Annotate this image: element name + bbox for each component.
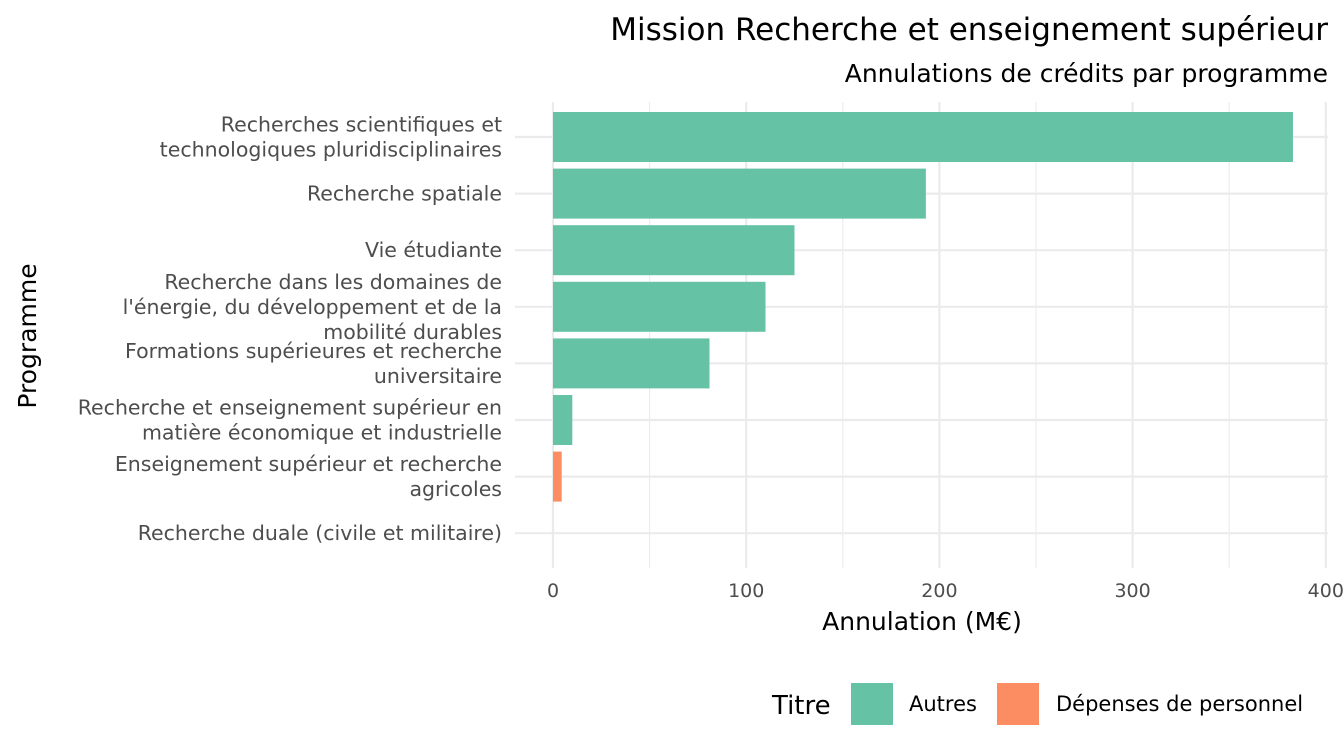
x-tick-label: 300 [1114, 580, 1150, 602]
bar [553, 168, 926, 219]
x-tick-label: 0 [547, 580, 559, 602]
bar [553, 395, 573, 445]
x-axis-ticks: 0 100 200 300 400 [547, 580, 1344, 602]
x-tick-label: 100 [728, 580, 764, 602]
legend-label: Dépenses de personnel [1056, 692, 1303, 716]
chart-subtitle: Annulations de crédits par programme [845, 59, 1328, 88]
y-axis-title: Programme [13, 263, 42, 408]
category-label: Vie étudiante [365, 238, 502, 262]
category-label: Recherche dans les domaines de l'énergie,… [123, 270, 502, 344]
category-label: Recherche et enseignement supérieur en ma… [78, 396, 502, 445]
x-tick-label: 200 [921, 580, 957, 602]
bar [553, 112, 1293, 162]
legend: Titre Autres Dépenses de personnel [771, 683, 1303, 725]
legend-label: Autres [909, 692, 977, 716]
category-label: Recherche duale (civile et militaire) [138, 521, 502, 545]
category-label: Recherches scientifiques et technologique… [160, 113, 502, 162]
chart-title: Mission Recherche et enseignement supéri… [610, 12, 1328, 48]
category-labels: Recherches scientifiques et technologique… [78, 113, 502, 546]
legend-key [851, 683, 893, 725]
bar [553, 281, 766, 332]
legend-title: Titre [771, 691, 831, 721]
x-tick-label: 400 [1308, 580, 1344, 602]
category-label: Enseignement supérieur et recherche agric… [115, 452, 502, 501]
legend-key [997, 683, 1039, 725]
x-axis-title: Annulation (M€) [822, 607, 1022, 636]
bar [553, 338, 710, 389]
category-label: Recherche spatiale [307, 182, 502, 206]
bars [553, 112, 1293, 502]
bar [553, 225, 795, 276]
bar [553, 451, 562, 502]
category-label: Formations supérieures et recherche unive… [125, 339, 502, 388]
